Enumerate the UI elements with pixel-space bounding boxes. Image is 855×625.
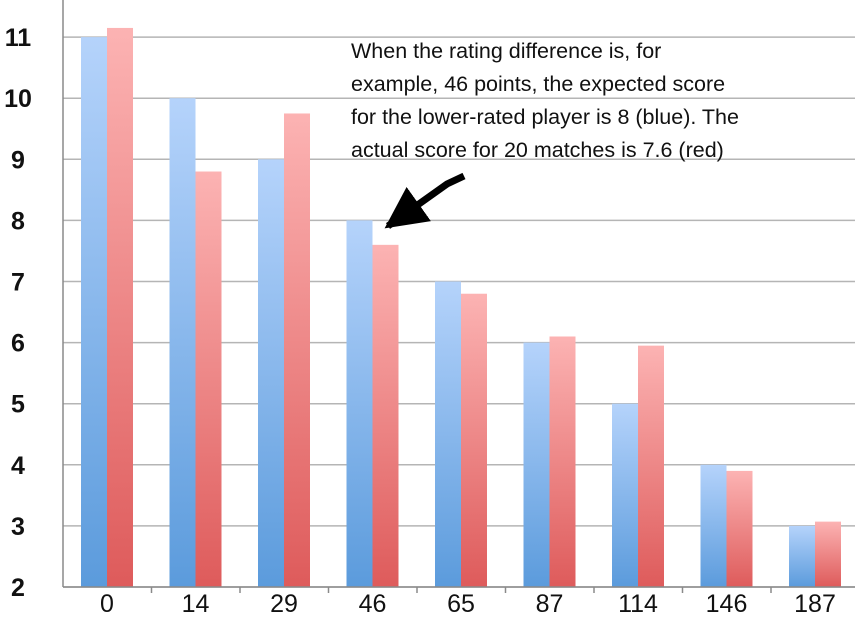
bar-series2-46 — [372, 244, 399, 587]
bar-series1-46 — [346, 220, 373, 587]
bar-series1-187 — [789, 525, 815, 587]
y-tick-label-5: 5 — [11, 391, 25, 419]
x-tick-labels: 0 14 29 46 65 87 114 146 187 — [100, 590, 836, 618]
bar-series1-65 — [435, 281, 461, 587]
x-tick-label-0: 0 — [100, 590, 114, 618]
bar-series1-87 — [523, 342, 550, 587]
annotation-line: When the rating difference is, for — [351, 39, 661, 63]
bar-series2-14 — [195, 171, 222, 587]
annotation-line: for the lower-rated player is 8 (blue). … — [351, 105, 739, 129]
annotation-text: When the rating difference is, for exampl… — [351, 39, 739, 162]
x-tick-label-14: 14 — [182, 590, 210, 618]
bar-series2-187 — [815, 521, 841, 587]
bar-series1-14 — [169, 98, 196, 587]
annotation-arrow — [384, 172, 466, 229]
bar-series2-146 — [726, 470, 753, 587]
y-tick-label-11: 11 — [5, 24, 32, 52]
bars — [81, 27, 841, 588]
bar-series1-0 — [81, 37, 107, 588]
y-tick-labels: 2 3 4 5 6 7 8 9 10 11 — [4, 24, 32, 602]
x-tick-label-114: 114 — [618, 590, 658, 618]
y-tick-label-8: 8 — [11, 207, 25, 235]
annotation-line: example, 46 points, the expected score — [351, 72, 725, 96]
y-tick-label-2: 2 — [11, 574, 25, 602]
x-tick-label-187: 187 — [794, 590, 836, 618]
y-tick-label-3: 3 — [11, 513, 25, 541]
bar-series2-114 — [638, 345, 664, 587]
bar-series2-29 — [284, 113, 310, 587]
bar-series2-87 — [549, 336, 576, 587]
bar-series1-29 — [258, 159, 284, 588]
bar-series2-0 — [107, 27, 133, 588]
y-tick-label-10: 10 — [4, 85, 32, 113]
y-tick-label-7: 7 — [11, 269, 25, 297]
annotation: When the rating difference is, for exampl… — [351, 39, 739, 229]
x-tick-label-29: 29 — [270, 590, 298, 618]
x-tick-label-146: 146 — [706, 590, 748, 618]
x-tick-label-65: 65 — [447, 590, 475, 618]
bar-series2-65 — [461, 293, 487, 587]
bar-series1-114 — [612, 403, 638, 587]
y-tick-label-4: 4 — [11, 452, 25, 480]
axes — [62, 0, 855, 593]
bar-series1-146 — [700, 464, 727, 587]
y-tick-label-9: 9 — [11, 146, 25, 174]
x-tick-label-87: 87 — [536, 590, 564, 618]
annotation-line: actual score for 20 matches is 7.6 (red) — [351, 138, 724, 162]
y-tick-label-6: 6 — [11, 330, 25, 358]
x-tick-label-46: 46 — [359, 590, 387, 618]
